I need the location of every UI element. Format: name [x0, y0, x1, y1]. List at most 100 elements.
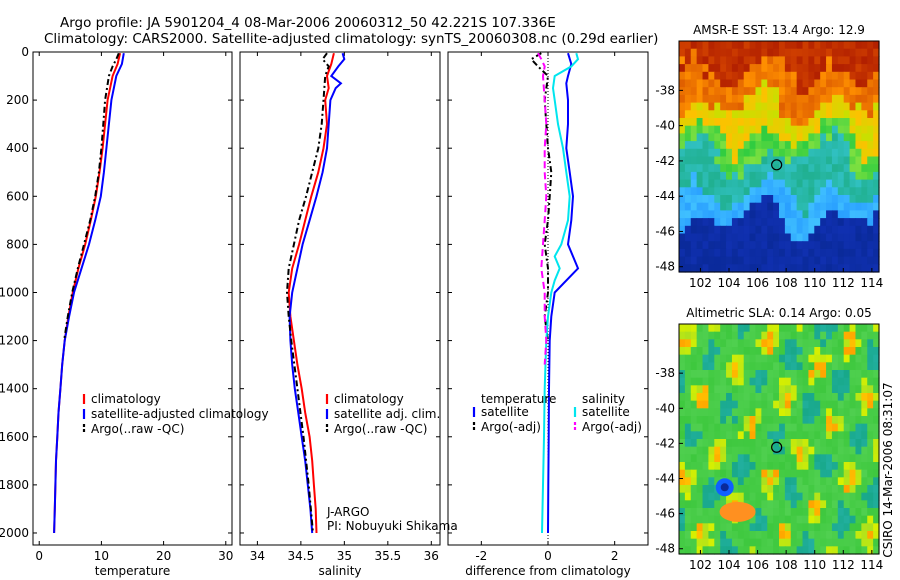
map-cell [684, 171, 692, 181]
map-cell [779, 264, 786, 273]
map-cell [849, 218, 857, 227]
map-cell [814, 241, 821, 250]
map-cell [843, 256, 851, 265]
map-cell [714, 110, 721, 119]
map-cell [867, 195, 874, 204]
map-cell [873, 408, 880, 417]
map-frame [678, 40, 880, 273]
map-cell [790, 538, 798, 547]
map-cell [796, 339, 804, 348]
map-cell [773, 202, 780, 211]
map-cell [843, 125, 851, 134]
map-cell [808, 454, 815, 463]
map-cell [820, 331, 827, 340]
map-cell [679, 118, 686, 127]
map-cell [684, 446, 692, 455]
map-cell [826, 41, 833, 50]
map-cell [720, 264, 727, 273]
map-cell [790, 416, 798, 425]
map-cell [779, 256, 786, 265]
map-cell [702, 241, 710, 250]
map-cell [696, 515, 704, 524]
map-cell [731, 339, 739, 348]
map-cell [696, 241, 704, 250]
map-cell [684, 179, 692, 188]
map-cell [690, 454, 698, 463]
map-cell [714, 462, 721, 471]
map-cell [855, 225, 862, 235]
map-cell [731, 431, 739, 440]
map-cell [755, 416, 762, 425]
map-cell [831, 133, 839, 142]
map-cell [731, 202, 739, 211]
map-cell [796, 110, 804, 119]
map-cell [831, 156, 839, 165]
map-cell [755, 485, 762, 494]
map-cell [679, 370, 686, 379]
map-cell [855, 218, 862, 227]
map-cell [873, 362, 880, 371]
map-cell [726, 531, 733, 540]
map-cell [802, 210, 810, 219]
map-cell [790, 400, 798, 409]
map-cell [702, 87, 710, 96]
map-title: AMSR-E SST: 13.4 Argo: 12.9 [693, 23, 865, 37]
map-cell [784, 508, 792, 517]
map-cell [737, 248, 745, 258]
map-cell [767, 492, 774, 501]
map-cell [820, 187, 827, 196]
map-cell [767, 347, 774, 356]
map-cell [690, 256, 698, 265]
map-cell [767, 233, 774, 242]
map-cell [773, 64, 780, 73]
map-cell [808, 370, 815, 379]
map-cell [837, 423, 845, 432]
map-cell [767, 256, 774, 265]
map-cell [714, 500, 721, 509]
map-cell [755, 446, 762, 455]
map-cell [749, 218, 757, 227]
map-cell [796, 393, 804, 402]
map-cell [855, 125, 862, 134]
map-cell [767, 385, 774, 394]
map-cell [808, 187, 815, 196]
map-cell [861, 187, 868, 196]
map-cell [802, 118, 810, 127]
map-cell [696, 408, 704, 417]
map-cell [814, 79, 821, 88]
map-cell [731, 87, 739, 96]
map-cell [773, 71, 780, 81]
map-cell [696, 446, 704, 455]
map-cell [796, 485, 804, 494]
map-cell [714, 125, 721, 134]
map-cell [831, 546, 839, 555]
map-cell [743, 195, 751, 204]
map-cell [714, 195, 721, 204]
map-cell [755, 87, 762, 96]
side-timestamp-label: CSIRO 14-Mar-2006 08:31:07 [881, 382, 895, 557]
map-cell [773, 354, 780, 363]
map-cell [820, 79, 827, 88]
map-cell [708, 125, 715, 134]
map-cell [820, 354, 827, 363]
map-cell [720, 339, 727, 348]
map-cell [696, 87, 704, 96]
map-cell [831, 469, 839, 478]
map-cell [767, 241, 774, 250]
map-cell [849, 523, 857, 532]
map-cell [702, 462, 710, 471]
map-cell [808, 423, 815, 432]
map-cell [837, 179, 845, 188]
map-cell [702, 500, 710, 509]
map-cell [843, 362, 851, 371]
map-cell [690, 477, 698, 486]
map-cell [779, 79, 786, 88]
map-cell [696, 377, 704, 386]
map-cell [773, 439, 780, 448]
map-cell [749, 538, 757, 547]
map-cell [743, 118, 751, 127]
map-cell [679, 94, 686, 104]
map-cell [831, 324, 839, 333]
map-cell [820, 202, 827, 211]
map-cell [790, 256, 798, 265]
